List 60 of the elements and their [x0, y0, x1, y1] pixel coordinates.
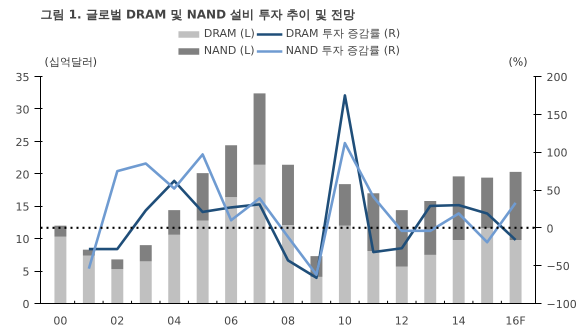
line-series: [88, 142, 517, 276]
y-tick-label: 35: [16, 71, 30, 84]
bar: [254, 93, 266, 165]
x-tick-label: 06: [224, 314, 238, 328]
bar: [452, 240, 465, 304]
bar: [338, 184, 351, 226]
bar: [225, 197, 238, 304]
bar: [481, 228, 494, 304]
bar: [310, 276, 322, 304]
bar: [111, 269, 124, 304]
x-tick-label: 00: [53, 314, 68, 328]
legend-label: DRAM (L): [204, 27, 255, 40]
bar: [168, 234, 180, 304]
y2-tick-label: 100: [546, 146, 568, 160]
y2-tick-label: 150: [546, 108, 568, 122]
x-tick-label: 12: [394, 314, 409, 328]
x-tick-label: 08: [281, 314, 295, 328]
bar: [168, 210, 180, 235]
y-tick-label: 5: [22, 266, 30, 279]
bar: [367, 250, 380, 304]
chart-title: 그림 1. 글로벌 DRAM 및 NAND 설비 투자 추이 및 전망: [40, 8, 355, 22]
y-tick-label: 15: [16, 200, 30, 214]
x-tick-label: 04: [167, 314, 182, 328]
line-series: [88, 94, 517, 280]
bar: [82, 256, 95, 304]
y2-tick-label: 200: [546, 71, 568, 84]
x-tick-label: 16F: [505, 314, 526, 328]
x-tick-label: 02: [110, 314, 124, 328]
y-axis-title: (십억달러): [44, 56, 98, 68]
x-tick-label: 10: [338, 314, 352, 328]
bar: [140, 245, 152, 262]
y-tick-label: 0: [22, 298, 30, 311]
bar: [54, 226, 66, 237]
y2-tick-label: −50: [546, 260, 570, 274]
y2-axis-title: (%): [508, 56, 528, 68]
legend-label: NAND (L): [204, 44, 255, 57]
bar: [140, 261, 152, 304]
y2-tick-label: −100: [546, 298, 577, 311]
bar: [111, 259, 124, 270]
bar: [396, 266, 408, 304]
bar: [196, 173, 209, 220]
x-tick-label: 14: [452, 314, 466, 328]
y-tick-label: 30: [16, 103, 30, 116]
y2-tick-label: 0: [546, 222, 554, 236]
y-tick-label: 20: [16, 168, 30, 182]
bar: [338, 226, 351, 304]
legend-label: NAND 투자 증감률 (R): [286, 43, 400, 58]
bar: [282, 164, 294, 226]
bar: [225, 145, 238, 198]
y-tick-label: 10: [16, 233, 30, 246]
y2-tick-label: 50: [546, 184, 560, 198]
bar: [510, 240, 522, 304]
y-tick-label: 25: [16, 136, 30, 149]
bar: [424, 254, 436, 304]
bar: [54, 236, 66, 304]
legend-label: DRAM 투자 증감률 (R): [286, 26, 400, 41]
bar: [510, 172, 522, 240]
bar: [254, 164, 266, 304]
bar: [196, 220, 209, 304]
bar: [481, 178, 494, 228]
